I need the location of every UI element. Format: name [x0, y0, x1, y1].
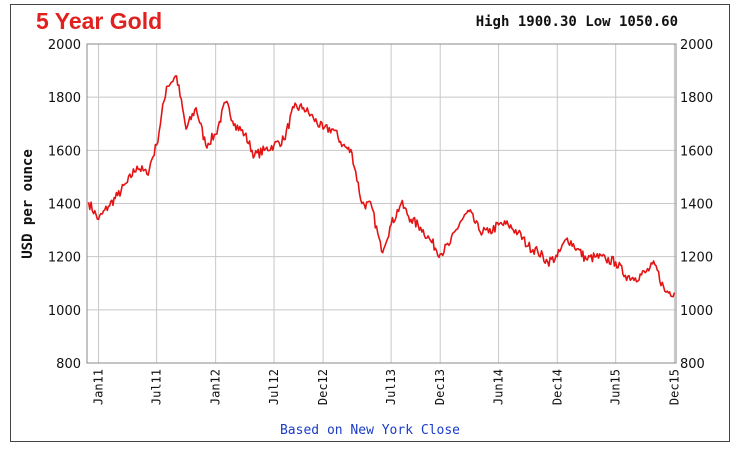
grid-lines [87, 43, 676, 364]
y-tick-label-right: 2000 [680, 38, 713, 53]
y-axis-label: USD per ounce [20, 149, 36, 259]
y-tick-label-left: 1200 [48, 251, 81, 266]
x-tick-label: Jul12 [267, 369, 281, 405]
y-tick-label-left: 1600 [48, 144, 81, 159]
x-tick-label: Dec15 [667, 369, 681, 405]
x-tick-label: Jun14 [492, 369, 506, 405]
y-tick-label-left: 2000 [48, 38, 81, 53]
chart-frame [10, 4, 730, 442]
footer-note: Based on New York Close [279, 423, 460, 438]
y-tick-label-right: 1400 [680, 198, 713, 213]
x-tick-label: Dec12 [316, 369, 330, 405]
y-tick-label-right: 1200 [680, 251, 713, 266]
y-tick-label-right: 1600 [680, 144, 713, 159]
y-axis-left: 800 1000 1200 1400 1600 1800 2000 [48, 38, 81, 372]
chart-title: 5 Year Gold [36, 8, 163, 34]
x-tick-label: Jan12 [209, 369, 223, 405]
x-tick-label: Jan11 [92, 369, 106, 405]
x-tick-label: Dec14 [550, 369, 564, 405]
x-tick-label: Dec13 [433, 369, 447, 405]
y-tick-label-left: 1400 [48, 198, 81, 213]
y-tick-label-left: 1000 [48, 304, 81, 319]
price-series-line [87, 75, 676, 298]
plot-area [86, 43, 677, 364]
y-axis-right: 800 1000 1200 1400 1600 1800 2000 [680, 38, 713, 372]
y-tick-label-right: 1800 [680, 91, 713, 106]
high-low-readout: High 1900.30 Low 1050.60 [475, 14, 678, 30]
x-axis: Jan11 Jul11 Jan12 Jul12 Dec12 Jul13 Dec13 Jun14… [92, 369, 682, 405]
y-tick-label-right: 1000 [680, 304, 713, 319]
y-tick-label-left: 1800 [48, 91, 81, 106]
y-tick-label-left: 800 [56, 357, 81, 372]
x-tick-label: Jul13 [384, 369, 398, 405]
y-tick-label-right: 800 [680, 357, 705, 372]
x-tick-label: Jun15 [609, 369, 623, 405]
x-tick-label: Jul11 [150, 369, 164, 405]
